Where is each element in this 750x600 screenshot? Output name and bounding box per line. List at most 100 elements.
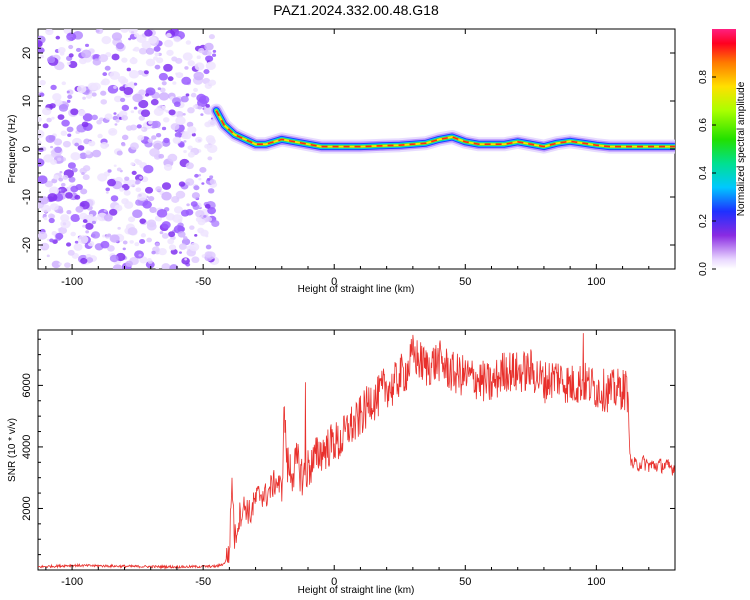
noise-speck	[133, 33, 140, 38]
noise-speck	[87, 82, 98, 91]
noise-speck	[58, 262, 62, 266]
noise-speck	[58, 226, 68, 235]
noise-speck	[175, 116, 186, 126]
noise-speck	[85, 230, 90, 234]
snr-panel: -100 -50 0 50 100 2000 4000 6000 Height of str…	[7, 329, 676, 596]
noise-speck	[204, 203, 211, 209]
noise-speck	[38, 231, 48, 240]
noise-speck	[64, 262, 71, 268]
snr-y-axis: 2000 4000 6000	[21, 338, 675, 556]
noise-speck	[70, 231, 76, 237]
noise-speck	[155, 186, 163, 192]
noise-speck	[187, 60, 195, 67]
noise-speck	[47, 56, 56, 64]
noise-speck	[75, 183, 83, 191]
noise-speck	[95, 29, 100, 33]
noise-speck	[205, 234, 209, 238]
noise-speck	[112, 115, 118, 121]
noise-speck	[80, 188, 88, 195]
noise-speck	[139, 256, 148, 264]
noise-speck	[170, 123, 180, 131]
noise-speck	[100, 90, 107, 96]
x-tick-label: 100	[587, 276, 605, 288]
colorbar-ticks: 0.0 0.2 0.4 0.6 0.8	[698, 70, 716, 276]
noise-speck	[82, 224, 86, 228]
noise-speck	[119, 187, 125, 192]
ridge-peak	[215, 110, 675, 148]
noise-speck	[193, 185, 200, 191]
noise-speck	[144, 29, 153, 37]
noise-speck	[82, 113, 93, 122]
noise-speck	[158, 92, 170, 101]
noise-speck	[158, 153, 165, 159]
noise-speck	[132, 209, 143, 219]
noise-speck	[132, 93, 143, 103]
noise-speck	[200, 113, 204, 116]
noise-speck	[42, 123, 49, 129]
noise-speck	[178, 142, 185, 148]
noise-speck	[113, 164, 117, 167]
signal-ridge	[209, 103, 675, 154]
noise-speck	[114, 123, 118, 126]
noise-speck	[67, 162, 76, 169]
noise-speck	[91, 231, 101, 239]
noise-speck	[70, 214, 81, 223]
noise-speck	[66, 90, 70, 94]
noise-speck	[198, 47, 205, 54]
noise-speck	[198, 177, 202, 181]
noise-speck	[38, 175, 48, 184]
noise-speck	[57, 209, 64, 214]
noise-speck	[188, 242, 200, 252]
noise-speck	[135, 180, 140, 185]
noise-speck	[183, 132, 192, 140]
noise-speck	[125, 260, 133, 267]
x-tick-label: -100	[61, 576, 83, 588]
colorbar: 0.0 0.2 0.4 0.6 0.8 Normalized spectral ampl…	[698, 29, 747, 276]
noise-speck	[139, 238, 146, 245]
noise-speck	[66, 242, 72, 247]
noise-speck	[75, 47, 81, 53]
noise-speck	[185, 209, 194, 216]
y-tick-label: -10	[21, 189, 33, 205]
noise-speck	[130, 162, 135, 166]
noise-speck	[203, 214, 207, 218]
noise-speck	[142, 200, 152, 209]
noise-speck	[68, 176, 76, 183]
noise-speck	[115, 119, 120, 123]
noise-speck	[67, 249, 75, 256]
snr-ylabel: SNR (10 * v/v)	[7, 418, 18, 482]
noise-speck	[190, 201, 198, 207]
noise-speck	[116, 167, 122, 172]
noise-speck	[120, 29, 129, 33]
noise-speck	[161, 182, 172, 190]
noise-speck	[46, 117, 52, 123]
noise-speck	[50, 145, 54, 149]
noise-speck	[164, 39, 174, 48]
y-tick-label: 4000	[21, 435, 33, 459]
noise-speck	[143, 164, 154, 174]
noise-speck	[205, 61, 216, 71]
noise-speck	[127, 179, 137, 188]
noise-speck	[111, 32, 123, 41]
noise-speck	[155, 242, 160, 247]
snr-line	[38, 333, 675, 570]
noise-speck	[182, 113, 186, 116]
noise-speck	[60, 188, 65, 192]
noise-speck	[114, 204, 123, 212]
noise-speck	[185, 178, 195, 186]
noise-speck	[129, 240, 134, 244]
noise-speck	[103, 171, 110, 177]
noise-speck	[117, 226, 121, 230]
noise-speck	[126, 67, 132, 72]
noise-speck	[198, 95, 210, 104]
noise-speck	[77, 145, 85, 151]
noise-speck	[138, 99, 149, 109]
spectrogram-xlabel: Height of straight line (km)	[298, 284, 415, 295]
noise-speck	[51, 178, 58, 184]
noise-speck	[181, 257, 190, 265]
noise-speck	[46, 254, 50, 258]
x-tick-label: 0	[331, 576, 337, 588]
noise-speck	[161, 221, 171, 229]
noise-speck	[187, 107, 195, 114]
noise-speck	[177, 231, 186, 238]
